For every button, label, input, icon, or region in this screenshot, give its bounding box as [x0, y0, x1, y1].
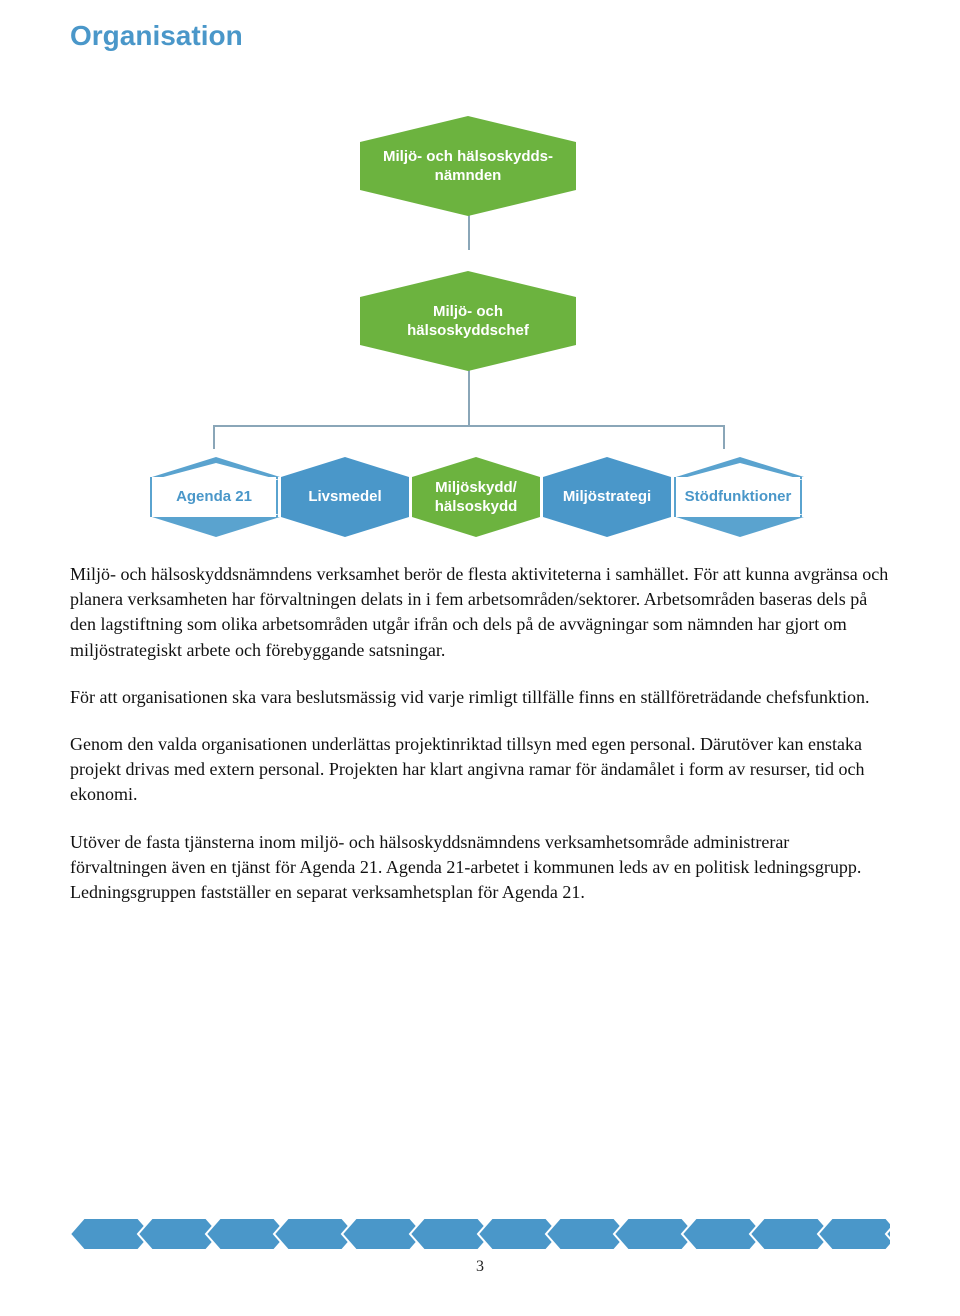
chart-connector: [468, 367, 470, 425]
chart-node-label: Miljöskydd/ hälsoskydd: [435, 478, 518, 517]
paragraph: Genom den valda organisationen underlätt…: [70, 732, 890, 808]
paragraph: Miljö- och hälsoskyddsnämndens verksamhe…: [70, 562, 890, 663]
chart-node-agenda: Agenda 21: [150, 477, 278, 517]
org-chart: Miljö- och hälsoskydds- nämnden Miljö- oc…: [70, 92, 890, 562]
chart-node-label: Miljö- och hälsoskyddschef: [407, 302, 529, 341]
chart-connector: [213, 425, 215, 449]
chart-connector: [213, 425, 723, 427]
chart-connector: [723, 425, 725, 449]
chart-node-stod: Stödfunktioner: [674, 477, 802, 517]
footer-decoration: [70, 1218, 890, 1250]
paragraph: Utöver de fasta tjänsterna inom miljö- o…: [70, 830, 890, 906]
body-text: Miljö- och hälsoskyddsnämndens verksamhe…: [70, 562, 890, 905]
paragraph: För att organisationen ska vara beslutsm…: [70, 685, 890, 710]
chart-node-label: Livsmedel: [308, 487, 381, 507]
footer: 3: [70, 1218, 890, 1276]
chart-node-label: Miljö- och hälsoskydds- nämnden: [383, 147, 553, 186]
chart-node-namnden: Miljö- och hälsoskydds- nämnden: [360, 142, 576, 190]
chart-node-label: Stödfunktioner: [685, 487, 792, 507]
chart-node-label: Miljöstrategi: [563, 487, 651, 507]
page-number: 3: [476, 1258, 484, 1276]
page-title: Organisation: [70, 20, 890, 52]
chart-node-label: Agenda 21: [176, 487, 252, 507]
chart-node-chef: Miljö- och hälsoskyddschef: [360, 297, 576, 345]
chart-node-livs: Livsmedel: [281, 477, 409, 517]
chart-node-strat: Miljöstrategi: [543, 477, 671, 517]
chart-node-skydd: Miljöskydd/ hälsoskydd: [412, 477, 540, 517]
chart-connector: [468, 210, 470, 250]
